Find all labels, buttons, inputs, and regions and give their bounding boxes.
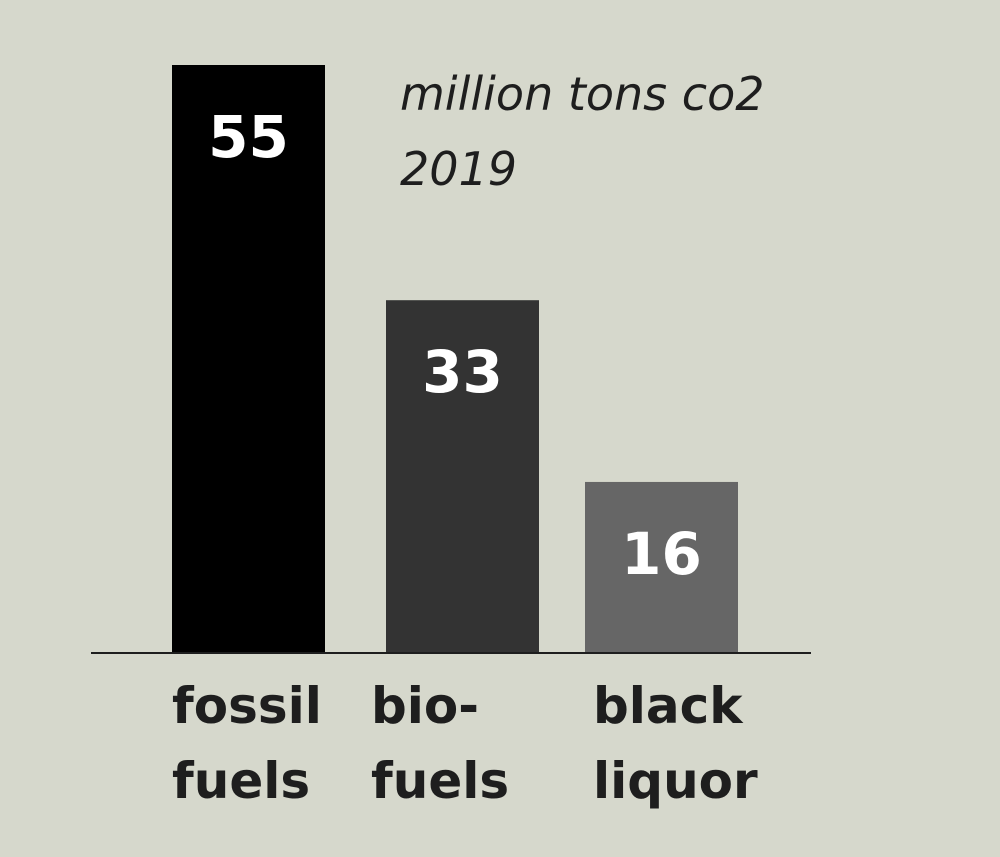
value-labels-group: 55 33 16 [208, 103, 702, 588]
bars-group [172, 65, 738, 653]
category-label-2-line-1: liquor [593, 752, 758, 810]
category-label-1-line-0: bio- [371, 677, 479, 735]
category-label-0-line-0: fossil [172, 677, 322, 735]
category-label-2-line-0: black [593, 677, 744, 735]
bar-1 [386, 300, 539, 653]
unit-label: million tons co2 [400, 67, 764, 121]
category-label-0-line-1: fuels [172, 752, 310, 810]
bar-value-label-0: 55 [208, 103, 289, 171]
bar-value-label-2: 16 [621, 520, 702, 588]
category-label-1-line-1: fuels [371, 752, 509, 810]
bar-0 [172, 65, 325, 653]
year-label: 2019 [400, 142, 517, 196]
category-labels-group: fossil fuels bio-fuels black liquor [172, 677, 758, 810]
bar-value-label-1: 33 [422, 338, 503, 406]
bar-2 [585, 481, 738, 653]
